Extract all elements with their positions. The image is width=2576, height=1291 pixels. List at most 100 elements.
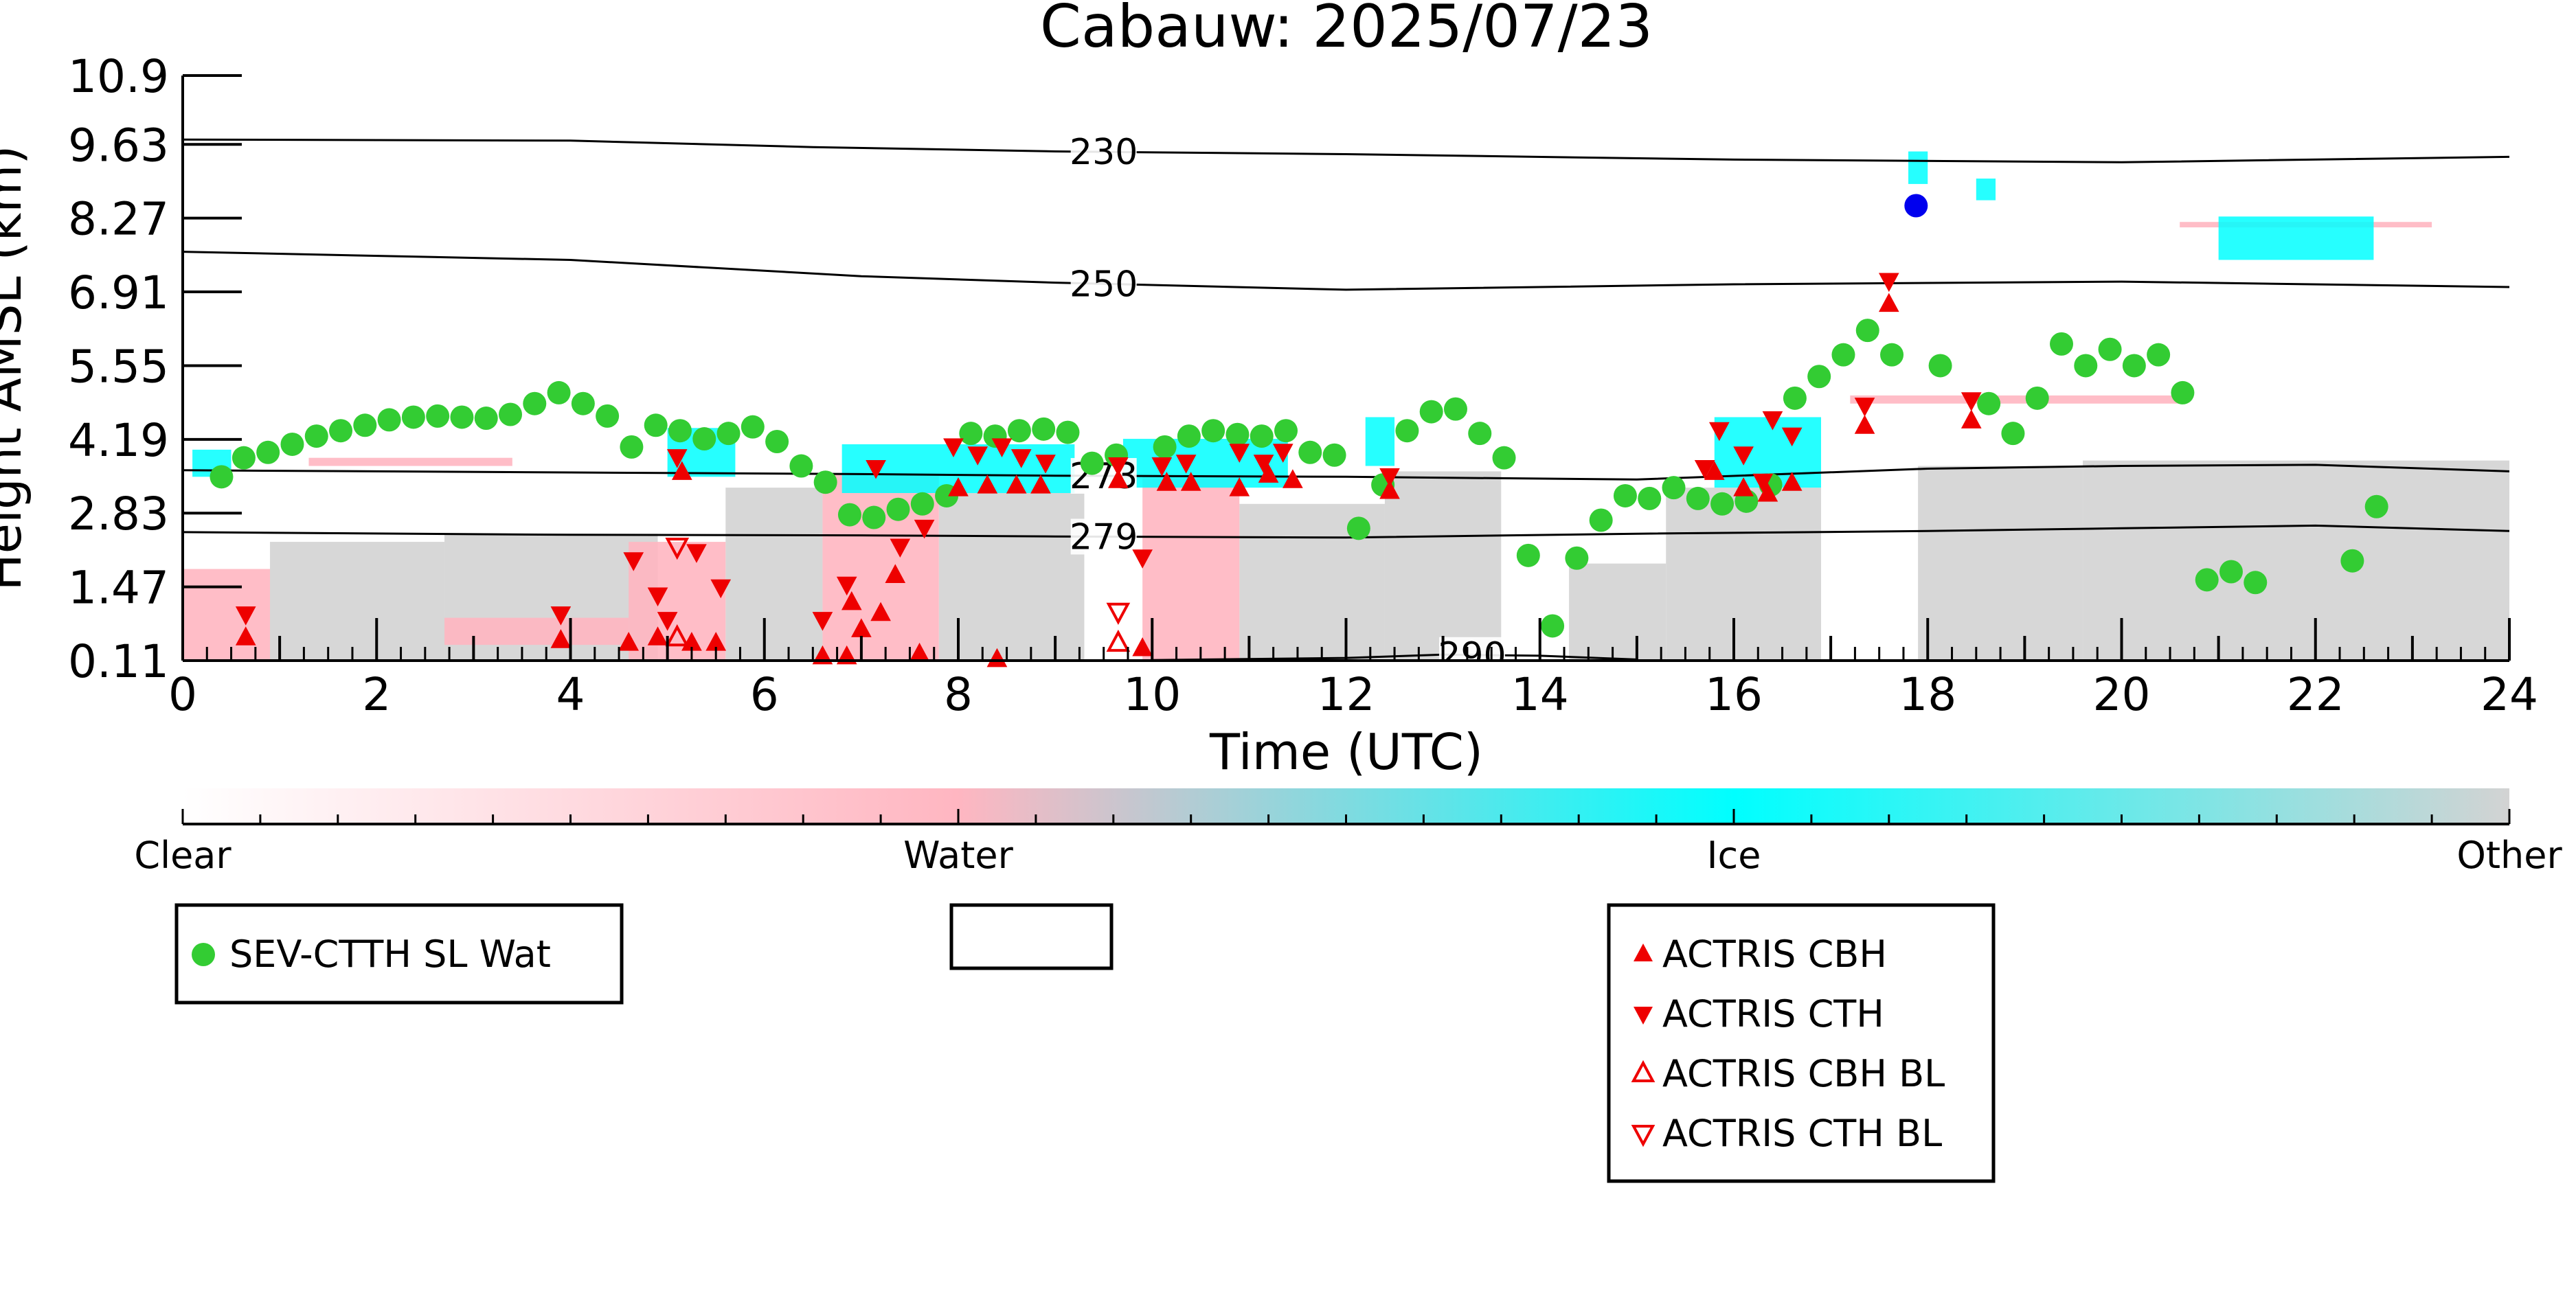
actris-cbh-point-11 — [870, 602, 891, 621]
sev-ctth-sl-wat-point-59 — [1662, 476, 1686, 500]
actris-cth-point-30 — [1762, 411, 1783, 431]
sev-ctth-sl-wat-point-24 — [789, 454, 813, 478]
sev-ctth-sl-wat-point-70 — [1977, 391, 2001, 415]
actris-cbh-point-23 — [1229, 477, 1250, 496]
actris-cth-bl-point-1 — [1106, 602, 1131, 625]
x-tick-label-12: 12 — [1318, 668, 1375, 721]
actris-cth-point-21 — [1175, 455, 1197, 474]
sev-ctth-sl-wat-point-35 — [1056, 420, 1080, 444]
sev-ctth-sl-wat-point-2 — [256, 440, 280, 464]
actris-cth-point-20 — [1151, 457, 1173, 477]
actris-cth-point-33 — [1878, 273, 1899, 293]
sev-ctth-sl-wat-point-67 — [1855, 319, 1879, 343]
x-tick-label-0: 0 — [168, 668, 197, 721]
actris-cbh-point-32 — [1878, 293, 1899, 312]
sev-ctth-sl-wat-point-75 — [2098, 337, 2122, 361]
chart-title: Cabauw: 2025/07/23 — [1040, 0, 1653, 61]
legend-marker-triangle-down-open — [1631, 1125, 1656, 1147]
cloud-region-ice-23 — [1908, 151, 1928, 184]
sev-ctth-sl-wat-point-13 — [523, 391, 547, 415]
sev-ctth-sl-wat-point-68 — [1880, 343, 1904, 367]
actris-cth-point-6 — [686, 544, 707, 563]
colorbar-label-ice: Ice — [1707, 834, 1761, 877]
sev-ctth-sl-wat-point-46 — [1346, 516, 1370, 540]
actris-cth-point-5 — [666, 449, 688, 468]
actris-cth-point-9 — [836, 576, 857, 596]
x-tick-label-6: 6 — [750, 668, 779, 721]
actris-cth-point-11 — [890, 538, 911, 558]
sev-ctth-sl-wat-point-15 — [571, 391, 595, 415]
isotherm-230 — [183, 138, 2509, 163]
colorbar-ticks — [181, 809, 2511, 824]
sev-ctth-sl-wat-point-51 — [1468, 422, 1492, 446]
legend-empty — [949, 903, 1114, 970]
sev-ctth-sl-wat-point-49 — [1419, 400, 1443, 424]
sev-ctth-sl-wat-point-21 — [716, 422, 741, 446]
sev-ctth-sl-wat-point-0 — [210, 465, 234, 489]
y-tick-label-8.27: 8.27 — [68, 193, 169, 246]
legend-box — [949, 903, 1114, 970]
sev-ctth-sl-wat-point-29 — [910, 492, 934, 516]
sev-ctth-sl-wat-point-22 — [741, 415, 765, 439]
legend-actris: ACTRIS CBH ACTRIS CTH ACTRIS CBH BL ACTR… — [1607, 903, 1996, 1183]
sev-ctth-sl-wat-point-50 — [1443, 397, 1467, 421]
cloud-region-ice-24 — [1976, 179, 1996, 201]
isotherm-250 — [183, 251, 2509, 291]
y-tick-label-9.63: 9.63 — [68, 119, 169, 172]
sev-ctth-sl-wat-point-8 — [401, 405, 425, 429]
sev-ctth-sl-wat-point-25 — [813, 470, 837, 494]
sev-ctth-sl-wat-point-11 — [474, 407, 498, 431]
actris-cbh-point-25 — [1283, 469, 1303, 488]
sev-ctth-sl-wat-point-28 — [886, 497, 910, 521]
actris-cbh-bl-point-1 — [1106, 629, 1131, 652]
sev-ctth-sl-wat-point-7 — [377, 408, 401, 432]
actris-cbh-bl-point-0 — [665, 624, 690, 647]
sev-ctth-sl-wat-point-5 — [329, 419, 353, 443]
sev-ctth-sl-wat-point-36 — [1080, 451, 1104, 475]
actris-cbh-point-20 — [1132, 637, 1153, 656]
actris-cth-point-28 — [1733, 446, 1754, 466]
sev-ctth-sl-wat-point-65 — [1807, 365, 1831, 389]
isotherm-label-279: 279 — [1070, 516, 1138, 558]
x-ticks: 0 2 4 6 8 10 12 14 16 18 20 22 24 — [168, 618, 2538, 721]
actris-cth-point-19 — [1132, 549, 1153, 569]
actris-cbh-point-1 — [550, 629, 572, 648]
colorbar-label-other: Other — [2456, 834, 2562, 877]
x-tick-label-16: 16 — [1705, 668, 1763, 721]
legend-entry-actris-cth-bl: ACTRIS CTH BL — [1662, 1112, 1942, 1155]
actris-cth-point-24 — [1272, 444, 1293, 463]
cloud-region-water-11 — [629, 542, 726, 661]
legend-marker-triangle-up-open — [1631, 1060, 1656, 1082]
sev-ctth-sl-wat-point-39 — [1177, 424, 1201, 448]
sev-ctth-sl-wat-point-66 — [1831, 343, 1855, 367]
isotherm-273 — [183, 464, 2509, 481]
sev-ctth-sl-wat-point-61 — [1710, 492, 1735, 516]
actris-cth-point-4 — [657, 612, 678, 631]
cloud-region-ice-25 — [2218, 216, 2374, 260]
x-axis-label: Time (UTC) — [1209, 723, 1483, 781]
sev-ctth-sl-wat-point-17 — [620, 435, 644, 459]
retrieval-1-point-0 — [1904, 194, 1928, 218]
cloud-region-other-7 — [1918, 466, 2083, 661]
sev-ctth-sl-wat-point-10 — [450, 405, 474, 429]
y-tick-label-0.11: 0.11 — [68, 635, 169, 688]
cloud-region-other-2 — [938, 493, 1085, 661]
actris-cth-point-15 — [991, 438, 1013, 457]
sev-ctth-sl-wat-point-41 — [1225, 422, 1250, 446]
x-tick-label-2: 2 — [362, 668, 391, 721]
y-tick-label-5.55: 5.55 — [68, 340, 169, 393]
actris-cth-point-1 — [550, 606, 572, 626]
x-tick-label-10: 10 — [1123, 668, 1181, 721]
sev-ctth-sl-wat-point-74 — [2074, 354, 2098, 378]
legend-box — [1607, 903, 1996, 1183]
actris-cth-point-31 — [1781, 427, 1803, 447]
legend-marker-triangle-down — [1634, 1007, 1653, 1025]
cloud-region-water-15 — [308, 457, 512, 466]
legend-entry-actris-cbh: ACTRIS CBH — [1662, 933, 1887, 976]
actris-cbh-point-22 — [1180, 472, 1201, 491]
x-tick-label-22: 22 — [2287, 668, 2345, 721]
actris-cbh-point-31 — [1854, 415, 1875, 434]
actris-cbh-point-12 — [885, 564, 906, 583]
isotherm-label-230: 230 — [1070, 132, 1138, 173]
y-tick-label-1.47: 1.47 — [68, 562, 169, 615]
